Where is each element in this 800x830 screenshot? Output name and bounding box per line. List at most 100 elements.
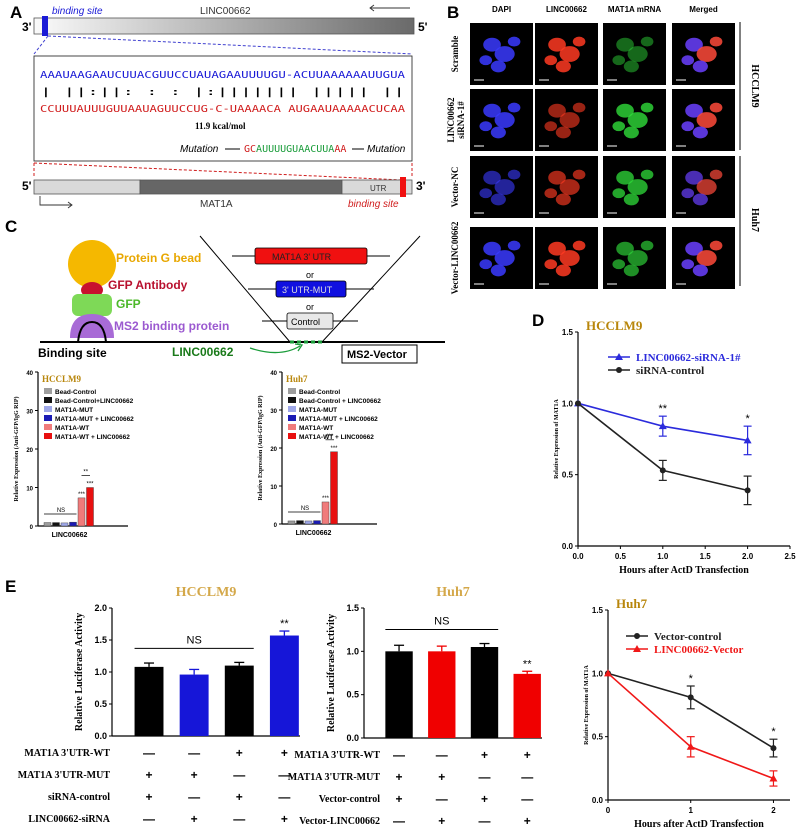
micro-cell-blob (681, 121, 695, 132)
condition-sign: — (393, 814, 405, 828)
micro-cell-blob (692, 126, 708, 139)
micro-cell-blob (544, 121, 558, 132)
mutation-label-right: Mutation (367, 144, 406, 155)
linc-arrow (249, 345, 301, 354)
y-tick-label: 0.0 (592, 796, 604, 805)
y-tick-label: 0.5 (94, 699, 107, 709)
panel-letter-b: B (447, 3, 459, 22)
micro-cell-blob (483, 241, 501, 256)
micro-cell-blob (623, 264, 639, 277)
construct-control-label: Control (291, 317, 320, 327)
condition-sign: — (233, 812, 245, 826)
bar (77, 497, 86, 527)
micro-cell-blob (616, 241, 634, 256)
panel-letter-d: D (532, 311, 544, 330)
micro-cell-blob (681, 188, 695, 199)
y-tick-label: 0 (274, 523, 278, 529)
micro-cell-blob (494, 250, 515, 266)
mutation-seq-part: GC (244, 144, 256, 155)
y-tick-label: 1.0 (94, 667, 107, 677)
legend-swatch (44, 406, 52, 412)
micro-cell-blob (709, 169, 723, 180)
condition-sign: — (143, 746, 155, 760)
condition-row-label: LINC00662-siRNA (28, 814, 110, 825)
micro-cell-blob (692, 60, 708, 73)
micro-cell-blob (479, 259, 493, 270)
condition-sign: + (191, 768, 198, 782)
condition-sign: + (524, 748, 531, 762)
condition-row-label: MAT1A 3'UTR-MUT (18, 770, 111, 781)
micro-cell-blob (494, 112, 515, 128)
utr-label: UTR (370, 184, 387, 193)
x-tick-label: 0 (606, 806, 611, 815)
strand-top-right: 5' (418, 20, 428, 34)
sig-star: *** (322, 496, 330, 502)
micro-cell-blob (616, 103, 634, 118)
legend-swatch (288, 415, 296, 421)
micro-cell-blob (612, 121, 626, 132)
y-axis-label: Relative Luciferase Activity (326, 614, 337, 732)
y-tick-label: 0.0 (346, 733, 359, 743)
micro-cell-blob (572, 102, 586, 113)
energy-label: 11.9 kcal/mol (195, 121, 246, 131)
bar (134, 666, 164, 736)
legend-label: Bead-Control (55, 389, 96, 396)
y-tick-label: 30 (270, 409, 277, 415)
ms2-vector-box (341, 344, 418, 364)
legend-marker (634, 633, 640, 639)
condition-row-label: MAT1A 3'UTR-MUT (288, 772, 381, 783)
condition-sign: — (521, 770, 533, 784)
y-axis-label: Relative Expression of MAT1A (584, 665, 590, 745)
x-tick-label: 1.0 (657, 552, 669, 561)
x-tick-label: 2.0 (742, 552, 754, 561)
legend-swatch (44, 433, 52, 439)
y-tick-label: 1.5 (562, 328, 574, 337)
sig-star: * (771, 726, 776, 738)
micro-cell-blob (559, 179, 580, 195)
chart-title: Huh7 (286, 374, 308, 384)
bar (330, 451, 338, 525)
protein-g-bead-icon (68, 240, 116, 288)
bar (287, 520, 296, 525)
legend-label: Vector-control (654, 631, 721, 643)
micro-cell-blob (494, 46, 515, 62)
micro-cell-blob (548, 103, 566, 118)
mat1a-gene-5utr (33, 179, 141, 195)
y-tick-label: 0.0 (562, 542, 574, 551)
y-axis-label: Relative Luciferase Activity (74, 613, 85, 731)
micro-cell-blob (640, 36, 654, 47)
condition-sign: + (396, 770, 403, 784)
condition-sign: + (524, 814, 531, 828)
micro-cell-blob (544, 259, 558, 270)
mutation-seq-part: AACUUA (298, 144, 334, 155)
mat1a-gene-3utr (341, 179, 413, 195)
strand-top-left: 3' (22, 20, 32, 34)
micro-cell-blob (548, 241, 566, 256)
micro-cell-blob (623, 60, 639, 73)
micro-cell-blob (507, 36, 521, 47)
micro-cell-blob (479, 121, 493, 132)
bar (385, 651, 413, 738)
sig-star: ** (659, 403, 668, 415)
legend-label: Bead-Control+LINC00662 (55, 398, 134, 405)
sig-star: *** (330, 446, 338, 452)
bar (313, 520, 321, 525)
condition-sign: — (143, 812, 155, 826)
micro-cell-blob (555, 60, 571, 73)
zoom-line-left (33, 35, 49, 55)
micro-cell-blob (692, 193, 708, 206)
data-point (769, 774, 778, 782)
mutation-seq-part: AUUUUGU (256, 144, 298, 155)
legend-label: MAT1A-MUT (55, 407, 93, 414)
micro-cell-blob (483, 103, 501, 118)
x-axis-label: Hours after ActD Transfection (619, 565, 749, 576)
micro-cell-blob (483, 170, 501, 185)
condition-sign: — (436, 792, 448, 806)
binding-site-top-marker (42, 16, 48, 36)
sig-star: ** (83, 470, 88, 476)
gfp-label: GFP (116, 297, 141, 311)
construct-mut (275, 280, 347, 298)
binding-site-bottom-marker (400, 177, 406, 197)
condition-row-label: siRNA-control (48, 792, 110, 803)
micro-cell-blob (490, 60, 506, 73)
